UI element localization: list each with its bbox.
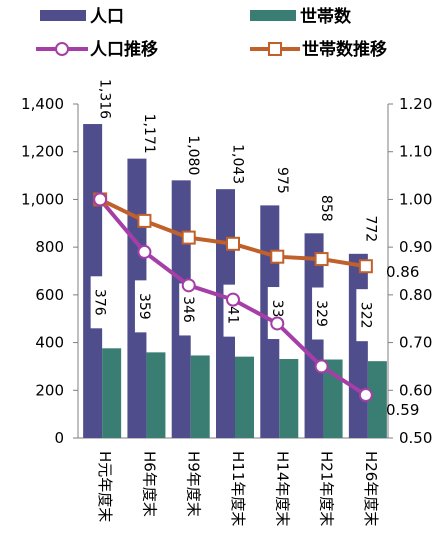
legend-swatch-population — [40, 10, 86, 21]
y-left-tick-label: 800 — [35, 238, 64, 256]
marker-population-trend — [181, 278, 196, 293]
y-left-tick-label: 1,000 — [21, 190, 64, 208]
legend-marker-household-trend — [268, 42, 282, 56]
bar-households — [235, 356, 254, 438]
bar-label-population-box — [184, 134, 203, 177]
y-right-tick-label: 0.50 — [399, 429, 432, 447]
bar-label-households-box — [179, 283, 198, 336]
marker-household-trend — [358, 259, 373, 274]
bar-label-households-box — [134, 280, 153, 333]
y-right-tick-label: 1.20 — [399, 95, 432, 113]
bar-label-households: 359 — [136, 293, 152, 320]
x-category-label: H9年度末 — [185, 451, 203, 517]
y-left-tick-label: 600 — [35, 286, 64, 304]
bar-label-population-box — [228, 143, 247, 186]
bar-label-population-box — [317, 187, 336, 230]
bar-label-population: 975 — [274, 167, 290, 194]
bar-label-population: 858 — [318, 195, 334, 222]
bar-label-households-box — [312, 287, 331, 340]
bar-label-households: 329 — [313, 300, 329, 327]
bar-label-population-box — [361, 207, 380, 250]
marker-population-trend — [226, 292, 240, 307]
marker-population-trend — [93, 192, 108, 207]
y-left-tick-label: 400 — [35, 334, 64, 352]
bar-households — [367, 361, 387, 438]
bar-label-population: 1,316 — [97, 79, 113, 119]
x-category-label: H26年度末 — [362, 451, 380, 526]
marker-population-trend — [314, 359, 329, 374]
bar-population — [348, 253, 368, 438]
x-category-label: H6年度末 — [140, 451, 158, 517]
end-label-household-trend: 0.86 — [386, 263, 419, 281]
x-category-label: H元年度末 — [96, 451, 114, 522]
y-right-tick-label: 0.80 — [399, 286, 432, 304]
bar-label-households-box — [356, 289, 375, 342]
bar-label-population: 1,043 — [230, 144, 246, 184]
bar-label-population-box — [139, 112, 158, 155]
marker-household-trend — [270, 249, 285, 264]
bar-label-population-box — [95, 78, 114, 121]
marker-population-trend — [358, 388, 373, 403]
marker-population-trend — [137, 244, 152, 259]
bar-label-households: 322 — [357, 302, 373, 329]
bar-label-population: 1,171 — [141, 114, 157, 154]
legend-label-household-trend: 世帯数推移 — [302, 39, 387, 60]
y-right-tick-label: 1.00 — [399, 190, 432, 208]
marker-household-trend — [226, 236, 240, 251]
marker-household-trend — [137, 213, 152, 228]
bar-households — [102, 348, 122, 438]
legend-label-population: 人口 — [90, 7, 124, 27]
end-label-population-trend: 0.59 — [386, 401, 419, 419]
y-left-tick-label: 200 — [35, 381, 64, 399]
bar-label-population: 1,080 — [185, 135, 201, 175]
x-category-label: H14年度末 — [273, 451, 291, 526]
y-right-tick-label: 0.90 — [399, 238, 432, 256]
bar-label-households: 376 — [92, 289, 108, 316]
y-right-tick-label: 0.70 — [399, 334, 432, 352]
marker-population-trend — [270, 316, 285, 331]
bar-label-population: 772 — [362, 215, 378, 242]
x-category-label: H11年度末 — [229, 451, 247, 526]
x-category-label: H21年度末 — [318, 451, 336, 526]
marker-household-trend — [314, 252, 329, 267]
legend-marker-population-trend — [55, 42, 69, 56]
y-right-tick-label: 0.60 — [399, 381, 432, 399]
legend-swatch-households — [250, 10, 296, 21]
y-left-tick-label: 1,400 — [21, 95, 64, 113]
bar-label-households-box — [90, 276, 109, 329]
bar-households — [190, 355, 210, 438]
bar-label-households: 346 — [180, 296, 196, 323]
marker-household-trend — [181, 230, 196, 245]
legend-label-population-trend: 人口推移 — [90, 39, 158, 60]
legend-label-households: 世帯数 — [300, 6, 352, 27]
y-right-tick-label: 1.10 — [399, 143, 432, 161]
legend — [36, 10, 300, 56]
bar-label-population-box — [272, 159, 291, 202]
bar-households — [279, 359, 299, 438]
y-left-tick-label: 1,200 — [21, 143, 64, 161]
bar-households — [146, 352, 166, 438]
y-left-tick-label: 0 — [54, 429, 64, 447]
